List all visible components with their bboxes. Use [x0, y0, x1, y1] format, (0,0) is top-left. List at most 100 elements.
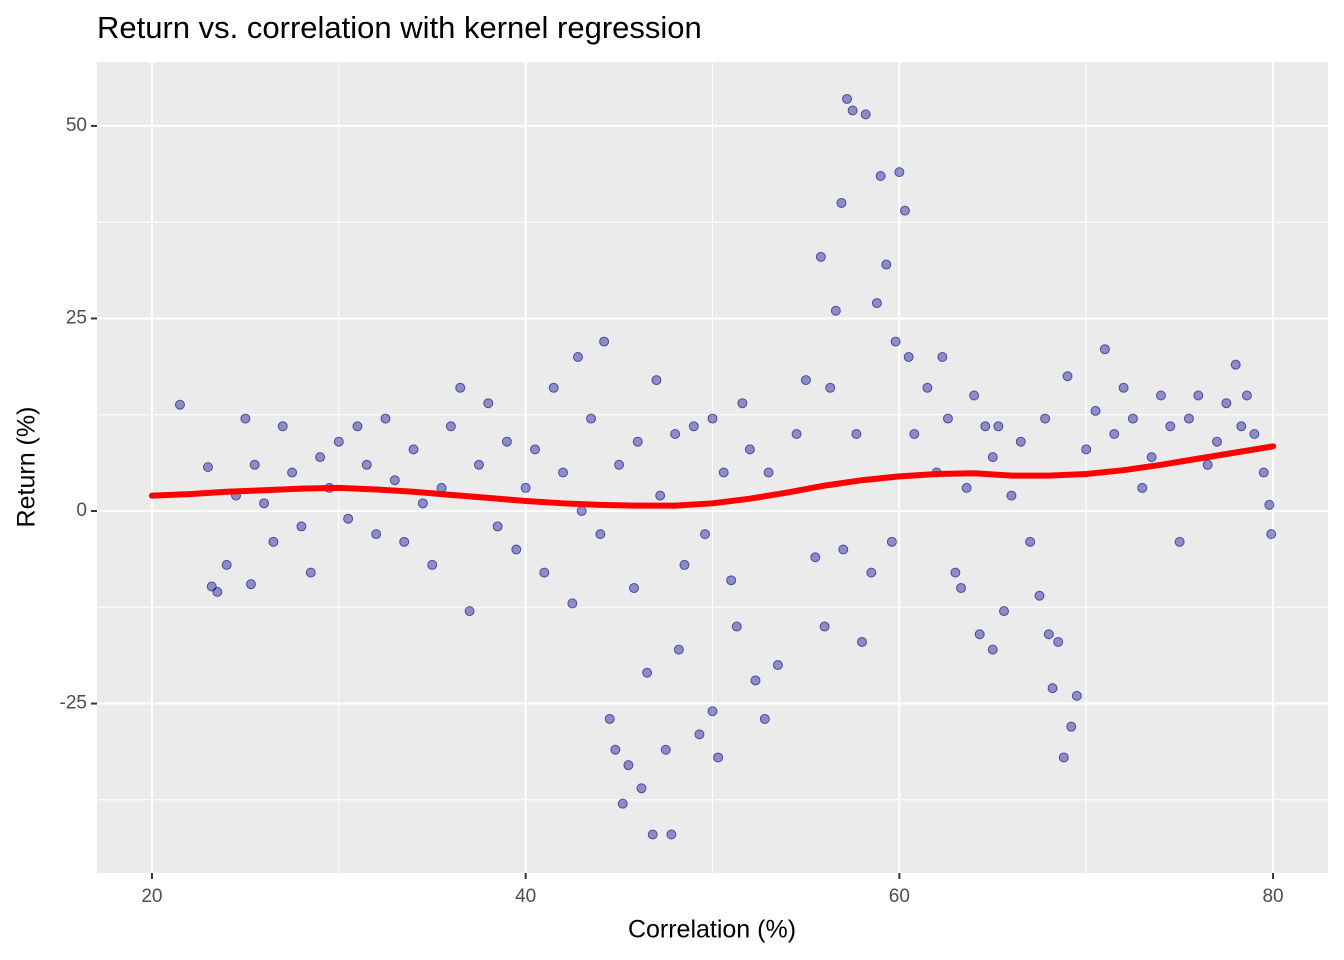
point	[969, 390, 980, 401]
point	[1230, 359, 1241, 370]
point	[567, 598, 578, 609]
point	[1062, 371, 1073, 382]
point	[287, 467, 298, 478]
point	[296, 521, 307, 532]
point	[1165, 421, 1176, 432]
point	[558, 467, 569, 478]
point	[305, 567, 316, 578]
point	[1006, 490, 1017, 501]
point	[371, 529, 382, 540]
point	[492, 521, 503, 532]
point	[614, 459, 625, 470]
point	[800, 375, 811, 386]
point	[744, 444, 755, 455]
point	[520, 482, 531, 493]
point	[750, 675, 761, 686]
point	[455, 382, 466, 393]
point	[713, 752, 724, 763]
point	[881, 259, 892, 270]
point	[847, 105, 858, 116]
point	[221, 559, 232, 570]
point	[501, 436, 512, 447]
point	[333, 436, 344, 447]
point	[315, 452, 326, 463]
point	[707, 413, 718, 424]
point	[1034, 590, 1045, 601]
point	[1090, 405, 1101, 416]
y-tick-label: 25	[66, 307, 87, 328]
point	[860, 109, 871, 120]
point	[791, 428, 802, 439]
point	[1043, 629, 1054, 640]
point	[511, 544, 522, 555]
point	[1155, 390, 1166, 401]
point	[909, 428, 920, 439]
point	[1109, 428, 1120, 439]
point	[1127, 413, 1138, 424]
point	[886, 536, 897, 547]
point	[871, 298, 882, 309]
point	[249, 459, 260, 470]
point	[240, 413, 251, 424]
point	[202, 462, 213, 473]
point	[825, 382, 836, 393]
point	[399, 536, 410, 547]
point	[1202, 459, 1213, 470]
regression-line	[148, 443, 1277, 509]
point	[666, 829, 677, 840]
point	[980, 421, 991, 432]
point	[700, 529, 711, 540]
point	[389, 475, 400, 486]
point	[245, 579, 256, 590]
point	[632, 436, 643, 447]
point	[737, 398, 748, 409]
point	[763, 467, 774, 478]
point	[268, 536, 279, 547]
point	[529, 444, 540, 455]
point	[212, 586, 223, 597]
point	[599, 336, 610, 347]
point	[1249, 428, 1260, 439]
point	[961, 482, 972, 493]
point	[617, 798, 628, 809]
point	[586, 413, 597, 424]
point	[922, 382, 933, 393]
x-axis-title: Correlation (%)	[628, 916, 796, 944]
point	[427, 559, 438, 570]
point	[572, 351, 583, 362]
point	[726, 575, 737, 586]
x-tick-label: 20	[141, 886, 162, 907]
point	[380, 413, 391, 424]
point	[604, 713, 615, 724]
chart-title: Return vs. correlation with kernel regre…	[97, 10, 702, 45]
point	[1058, 752, 1069, 763]
point	[836, 197, 847, 208]
point	[610, 744, 621, 755]
point	[851, 428, 862, 439]
point	[937, 351, 948, 362]
point	[1183, 413, 1194, 424]
point	[548, 382, 559, 393]
point	[890, 336, 901, 347]
point	[417, 498, 428, 509]
point	[473, 459, 484, 470]
point	[950, 567, 961, 578]
point	[894, 167, 905, 178]
point	[408, 444, 419, 455]
point	[830, 305, 841, 316]
point	[856, 636, 867, 647]
y-axis-title: Return (%)	[13, 407, 41, 528]
point	[576, 506, 587, 517]
y-tick-label: 50	[66, 115, 87, 136]
point	[352, 421, 363, 432]
point	[361, 459, 372, 470]
point	[277, 421, 288, 432]
x-tick-label: 80	[1262, 886, 1283, 907]
point	[483, 398, 494, 409]
point	[1047, 683, 1058, 694]
point	[815, 251, 826, 262]
point	[810, 552, 821, 563]
point	[1221, 398, 1232, 409]
